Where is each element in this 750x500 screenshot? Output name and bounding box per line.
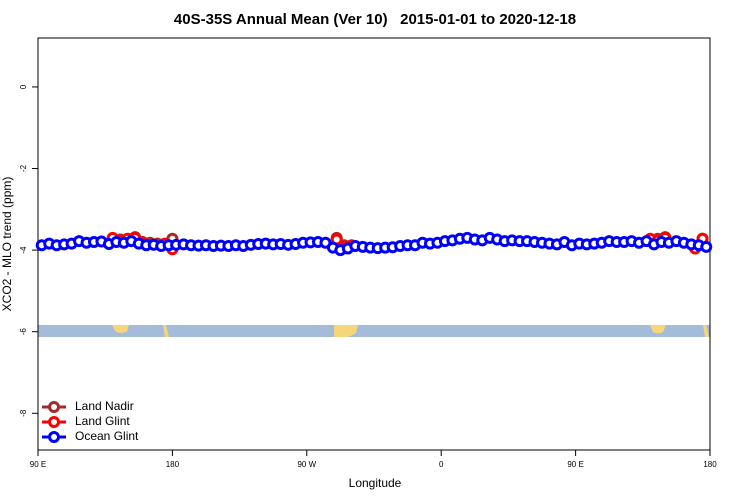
x-tick-label: 180 xyxy=(703,460,717,469)
legend-label: Ocean Glint xyxy=(75,429,139,443)
x-tick-label: 90 W xyxy=(297,460,316,469)
chart-title: 40S-35S Annual Mean (Ver 10) 2015-01-01 … xyxy=(174,11,576,28)
legend-marker xyxy=(48,431,60,443)
y-axis-label: XCO2 - MLO trend (ppm) xyxy=(0,177,14,312)
x-axis-label: Longitude xyxy=(349,476,402,490)
y-tick-label: -4 xyxy=(19,246,28,254)
y-tick-label: -8 xyxy=(19,409,28,417)
x-tick-label: 90 E xyxy=(567,460,583,469)
legend-marker xyxy=(48,416,60,428)
legend-label: Land Nadir xyxy=(75,399,134,413)
x-tick-label: 90 E xyxy=(30,460,46,469)
x-tick-label: 180 xyxy=(166,460,180,469)
legend-label: Land Glint xyxy=(75,414,130,428)
y-tick-label: -6 xyxy=(19,328,28,336)
legend-marker xyxy=(48,401,60,413)
y-tick-label: 0 xyxy=(19,84,28,89)
y-tick-label: -2 xyxy=(19,164,28,172)
x-tick-label: 0 xyxy=(439,460,444,469)
map-strip xyxy=(38,325,710,337)
point xyxy=(700,240,713,253)
